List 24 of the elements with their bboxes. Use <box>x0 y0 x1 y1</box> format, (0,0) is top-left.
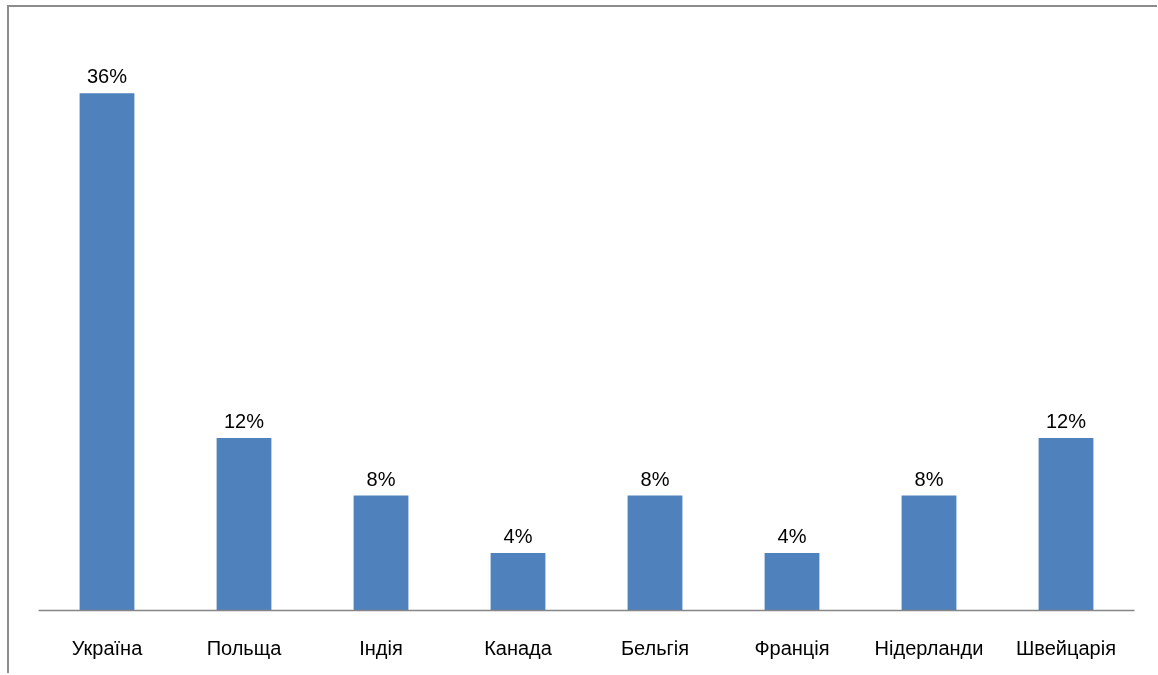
bar <box>901 495 957 611</box>
x-tick-label: Бельгія <box>620 636 690 659</box>
x-tick-label: Індія <box>359 636 403 659</box>
data-label: 12% <box>1045 410 1087 433</box>
data-label: 36% <box>86 65 128 88</box>
data-label: 4% <box>503 525 533 548</box>
x-tick-label: Нідерланди <box>874 636 984 659</box>
x-tick-label: Франція <box>754 636 830 659</box>
bar <box>490 553 546 611</box>
data-label: 12% <box>223 410 265 433</box>
x-tick-label: Польща <box>206 636 283 659</box>
data-label: 4% <box>777 525 807 548</box>
bar <box>627 495 683 611</box>
x-tick-label: Швейцарія <box>1016 636 1116 659</box>
bar <box>1038 438 1094 611</box>
bar <box>216 438 272 611</box>
data-label: 8% <box>914 467 944 490</box>
data-label: 8% <box>366 467 396 490</box>
x-tick-label: Канада <box>484 636 553 659</box>
x-tick-label: Україна <box>71 636 144 659</box>
bar <box>764 553 820 611</box>
bar <box>353 495 409 611</box>
data-label: 8% <box>640 467 670 490</box>
bar <box>79 93 135 611</box>
